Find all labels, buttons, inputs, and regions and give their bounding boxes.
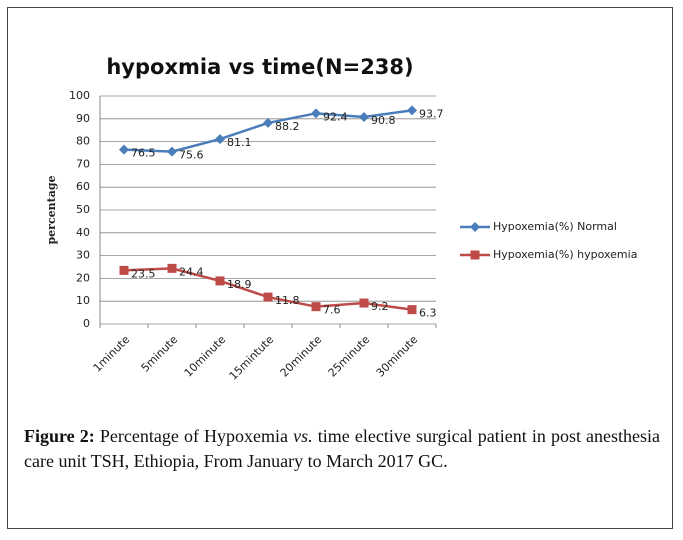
data-label: 6.3 — [419, 307, 437, 320]
data-point — [470, 250, 480, 260]
data-point — [407, 305, 417, 315]
y-tick-label: 100 — [69, 89, 90, 102]
data-point — [407, 105, 417, 116]
data-label: 11.8 — [275, 294, 300, 307]
y-tick-label: 90 — [76, 112, 90, 125]
data-point — [215, 276, 225, 286]
data-label: 81.1 — [227, 136, 252, 149]
y-tick-label: 20 — [76, 271, 90, 284]
data-label: 75.6 — [179, 149, 204, 162]
y-tick-label: 50 — [76, 203, 90, 216]
data-point — [263, 117, 273, 128]
y-tick-label: 40 — [76, 226, 90, 239]
data-label: 23.5 — [131, 267, 156, 280]
data-point — [119, 265, 129, 275]
chart-title: hypoxmia vs time(N=238) — [106, 55, 413, 79]
data-point — [215, 134, 225, 145]
figure-frame — [7, 7, 673, 529]
data-point — [311, 302, 321, 312]
data-label: 7.6 — [323, 304, 341, 317]
series-line — [123, 267, 413, 311]
data-label: 76.5 — [131, 147, 156, 160]
series-line — [123, 109, 413, 153]
caption-text: Percentage of Hypoxemia — [99, 426, 289, 446]
legend-label: Hypoxemia(%) Normal — [493, 220, 617, 233]
caption-label: Figure 2: — [24, 426, 95, 446]
figure-caption: Figure 2: Percentage of Hypoxemia vs. ti… — [24, 424, 660, 474]
chart: hypoxmia vs time(N=238) percentage 0 10 20… — [45, 55, 637, 383]
y-tick-label: 80 — [76, 135, 90, 148]
data-point — [311, 108, 321, 119]
x-tick-label: 1minute — [91, 333, 133, 375]
y-tick-label: 60 — [76, 180, 90, 193]
data-label: 92.4 — [323, 110, 348, 123]
y-tick-label: 0 — [83, 317, 90, 330]
x-tick-label: 30minute — [374, 333, 421, 380]
data-label: 90.8 — [371, 114, 396, 127]
y-tick-label: 10 — [76, 294, 90, 307]
data-label: 24.4 — [179, 265, 204, 278]
y-axis-label: percentage — [45, 175, 58, 244]
data-point — [119, 144, 129, 155]
x-tick-label: 10minute — [182, 333, 229, 380]
caption-text: time elective surgical patient in post a… — [24, 426, 661, 471]
data-point — [263, 292, 273, 302]
y-tick-label: 70 — [76, 157, 90, 170]
data-label: 93.7 — [419, 107, 444, 120]
data-point — [167, 263, 177, 273]
x-tick-label: 15mintute — [227, 333, 277, 383]
x-tick-label: 5minute — [139, 333, 181, 375]
data-label: 9.2 — [371, 300, 389, 313]
legend-label: Hypoxemia(%) hypoxemia — [493, 248, 637, 261]
x-tick-label: 25minute — [326, 333, 373, 380]
data-point — [359, 298, 369, 308]
y-tick-label: 30 — [76, 249, 90, 262]
data-label: 18.9 — [227, 278, 252, 291]
x-tick-label: 20minute — [278, 333, 325, 380]
data-point — [167, 146, 177, 157]
data-point — [470, 222, 480, 232]
data-point — [359, 111, 369, 122]
caption-italic: vs. — [293, 426, 313, 446]
data-label: 88.2 — [275, 120, 300, 133]
